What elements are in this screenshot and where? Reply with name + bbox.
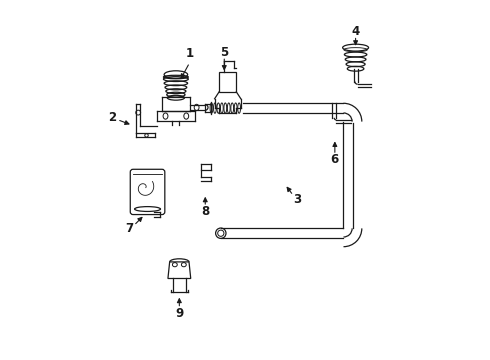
Text: 6: 6 [331,153,339,166]
Text: 7: 7 [125,222,133,235]
Text: 4: 4 [351,25,360,38]
Text: 3: 3 [293,193,301,206]
Text: 9: 9 [175,307,183,320]
Text: 1: 1 [186,48,194,60]
Text: 2: 2 [108,111,116,124]
Text: 5: 5 [220,46,228,59]
Text: 8: 8 [201,204,209,217]
